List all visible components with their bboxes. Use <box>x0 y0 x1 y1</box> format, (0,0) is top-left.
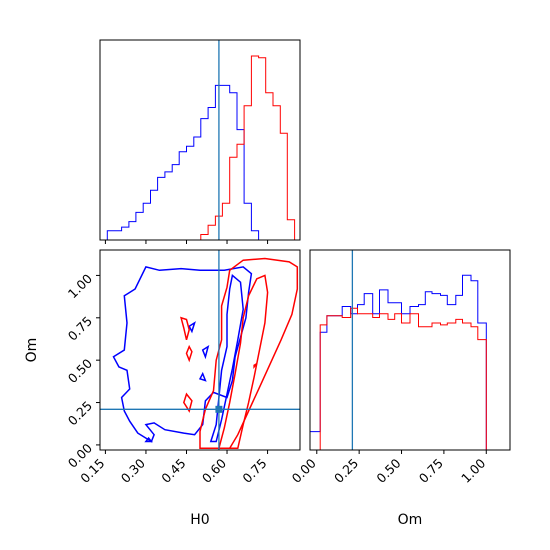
h0-histogram-series-2 <box>100 55 300 241</box>
blue-contour-5 <box>188 321 196 334</box>
h0-axis-label: H0 <box>190 512 209 528</box>
om-histogram-x-tick-label: 0.00 <box>289 455 319 485</box>
contour-frame <box>99 249 301 451</box>
om-histogram-axis-label: Om <box>398 512 423 528</box>
h0-histogram-series-1 <box>100 84 300 241</box>
om-histogram-x-tick-label: 0.25 <box>331 456 361 486</box>
om-histogram-x-tick-label: 0.50 <box>373 455 403 485</box>
contour-x-tick-label: 0.60 <box>199 455 229 485</box>
truth-marker <box>215 405 223 413</box>
h0-histogram-frame <box>99 39 301 241</box>
contour-x-tick-label: 0.30 <box>118 455 148 485</box>
om-histogram-panel: 0.00 0.25 0.50 0.75 1.00 Om <box>289 249 511 528</box>
red-contour-6 <box>253 362 258 370</box>
red-contour-3 <box>180 316 190 340</box>
contour-y-tick-label: 0.75 <box>65 313 95 343</box>
blue-contour-1 <box>112 266 253 443</box>
om-histogram-series-2 <box>310 307 510 451</box>
om-histogram-xticks: 0.00 0.25 0.50 0.75 1.00 <box>289 450 488 486</box>
h0-histogram-series <box>100 55 300 241</box>
red-contour-4 <box>185 344 193 363</box>
om-histogram-series-1 <box>309 274 510 451</box>
contour-y-tick-label: 0.50 <box>65 356 95 386</box>
h0-histogram-xticks <box>104 240 269 244</box>
blue-contour-3 <box>201 344 210 360</box>
h0-histogram-panel <box>99 39 301 244</box>
contour-x-tick-label: 0.75 <box>239 456 269 486</box>
blue-contour-6 <box>144 436 153 443</box>
red-contour-1 <box>199 257 299 450</box>
om-histogram-x-tick-label: 0.75 <box>416 456 446 486</box>
om-axis-label: Om <box>24 338 40 363</box>
contour-yticks: 0.000.250.500.751.00 <box>65 271 100 471</box>
om-histogram-frame <box>309 249 511 451</box>
om-histogram-x-tick-label: 1.00 <box>458 455 488 485</box>
om-histogram-series <box>309 274 510 451</box>
contour-y-tick-label: 1.00 <box>65 271 95 301</box>
h0-om-contour-panel: 0.15 0.30 0.45 0.60 0.75 0.000.250.500.751.0… <box>24 249 301 528</box>
contour-y-tick-label: 0.25 <box>65 398 95 428</box>
contour-series <box>112 257 299 450</box>
blue-contour-2 <box>209 274 244 443</box>
blue-contour-4 <box>198 371 207 382</box>
contour-x-tick-label: 0.45 <box>158 456 188 486</box>
contour-xticks: 0.15 0.30 0.45 0.60 0.75 <box>77 450 270 486</box>
red-contour-5 <box>182 392 193 413</box>
red-contour-2 <box>217 274 269 450</box>
